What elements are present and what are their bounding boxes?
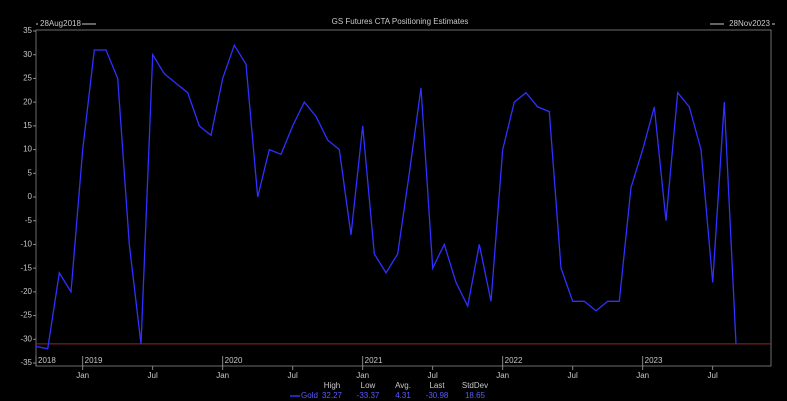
y-tick-label: 25 [23, 74, 32, 83]
stat-value: 18.65 [465, 391, 486, 400]
x-tick-label: Jul [288, 371, 298, 380]
y-tick-label: 10 [23, 145, 32, 154]
y-tick-label: -35 [20, 358, 32, 367]
y-tick-label: -25 [20, 311, 32, 320]
year-label: 2023 [645, 356, 663, 365]
x-tick-label: Jan [356, 371, 369, 380]
stat-value: 4.31 [395, 391, 411, 400]
stat-header: Last [429, 381, 445, 390]
x-tick-label: Jan [76, 371, 89, 380]
y-tick-label: 5 [28, 168, 33, 177]
legend-label: Gold [301, 391, 318, 400]
y-tick-label: 35 [23, 26, 32, 35]
year-label: 2021 [365, 356, 383, 365]
year-label: 2019 [85, 356, 103, 365]
series-line [35, 43, 737, 350]
year-label: 2018 [38, 356, 56, 365]
year-label: 2020 [225, 356, 243, 365]
chart-title: GS Futures CTA Positioning Estimates [332, 17, 469, 26]
y-tick-label: 0 [28, 192, 33, 201]
stat-header: High [324, 381, 340, 390]
x-tick-label: Jan [496, 371, 509, 380]
end-date: 28Nov2023 [729, 19, 770, 28]
x-tick-label: Jul [568, 371, 578, 380]
x-tick-label: Jan [216, 371, 229, 380]
y-tick-label: 15 [23, 121, 32, 130]
y-tick-label: -10 [20, 240, 32, 249]
plot-frame [35, 29, 772, 367]
stat-header: Avg. [395, 381, 411, 390]
y-tick-label: -15 [20, 263, 32, 272]
x-tick-label: Jan [636, 371, 649, 380]
y-tick-label: 30 [23, 50, 32, 59]
year-label: 2022 [505, 356, 523, 365]
label-bg [724, 19, 772, 29]
stat-value: -30.98 [426, 391, 449, 400]
stat-value: -33.37 [357, 391, 380, 400]
y-tick-label: 20 [23, 97, 32, 106]
x-tick-label: Jul [708, 371, 718, 380]
start-date: 28Aug2018 [40, 19, 81, 28]
x-tick-label: Jul [428, 371, 438, 380]
x-tick-label: Jul [148, 371, 158, 380]
stat-header: StdDev [462, 381, 488, 390]
y-tick-label: -5 [25, 216, 33, 225]
stat-header: Low [361, 381, 376, 390]
stat-value: 32.27 [322, 391, 343, 400]
y-tick-label: -20 [20, 287, 32, 296]
y-tick-label: -30 [20, 334, 32, 343]
label-bg [38, 19, 82, 29]
